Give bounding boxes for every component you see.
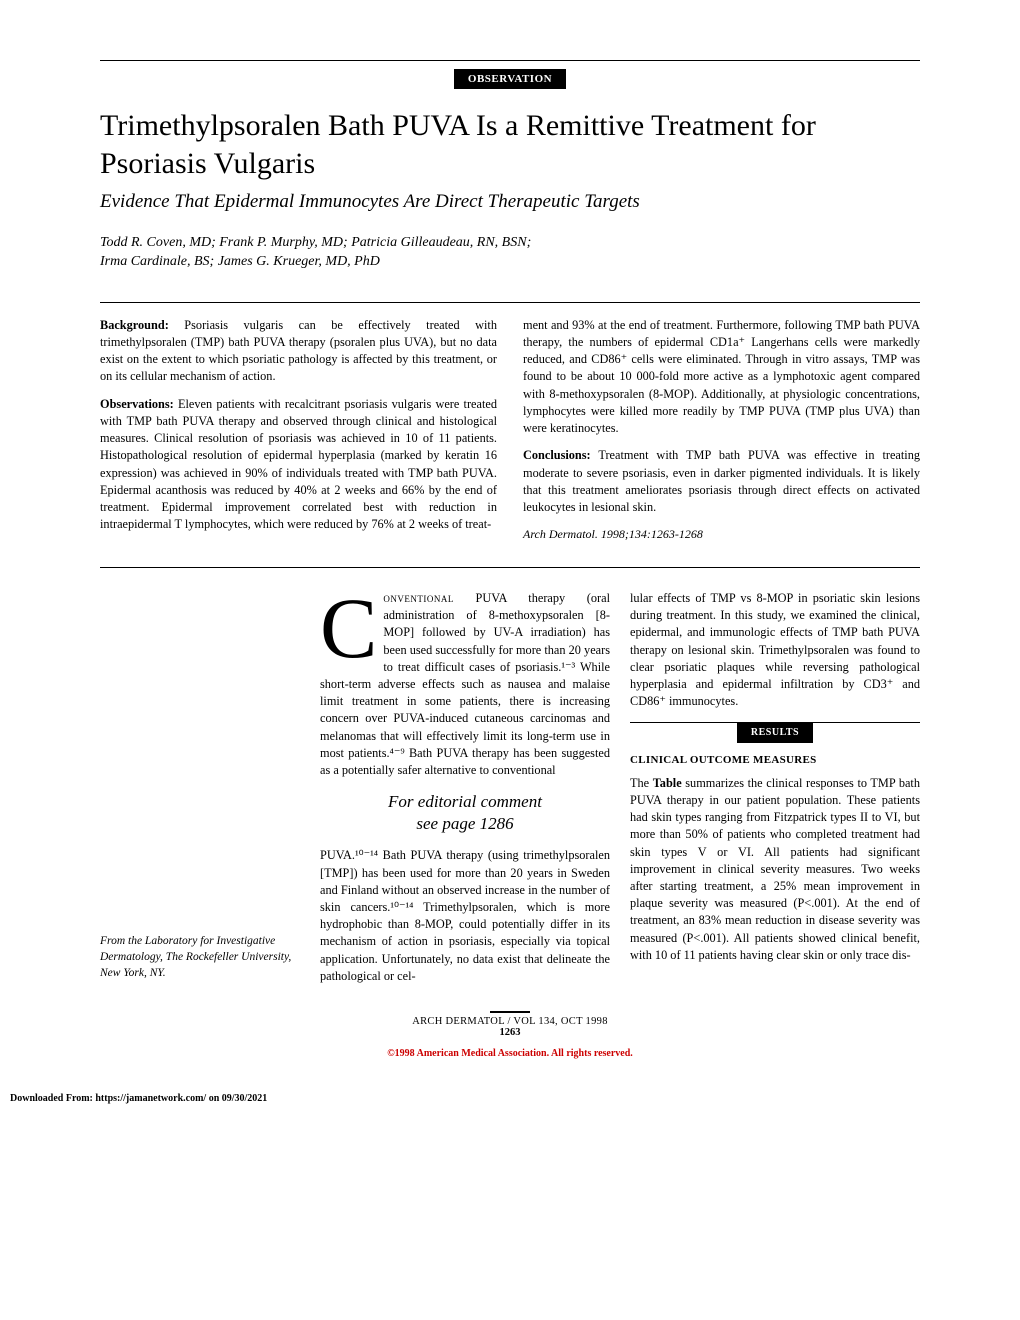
editorial-line1: For editorial comment bbox=[320, 791, 610, 813]
editorial-line2: see page 1286 bbox=[320, 813, 610, 835]
results-label: RESULTS bbox=[737, 723, 813, 743]
observations-label: Observations: bbox=[100, 397, 174, 411]
clinical-heading: CLINICAL OUTCOME MEASURES bbox=[630, 753, 920, 768]
section-label: OBSERVATION bbox=[454, 69, 566, 89]
authors-block: Todd R. Coven, MD; Frank P. Murphy, MD; … bbox=[100, 233, 920, 272]
footer-journal: ARCH DERMATOL / VOL 134, OCT 1998 bbox=[100, 1016, 920, 1027]
editorial-note: For editorial comment see page 1286 bbox=[320, 791, 610, 835]
copyright-notice: ©1998 American Medical Association. All … bbox=[100, 1048, 920, 1059]
body-para-2: PUVA.¹⁰⁻¹⁴ Bath PUVA therapy (using trim… bbox=[320, 847, 610, 985]
body-para-right1: lular effects of TMP vs 8-MOP in psoriat… bbox=[630, 590, 920, 710]
results-label-wrap: RESULTS bbox=[630, 722, 920, 743]
abstract-continuation: ment and 93% at the end of treatment. Fu… bbox=[523, 317, 920, 437]
page-footer: ARCH DERMATOL / VOL 134, OCT 1998 1263 ©… bbox=[100, 1011, 920, 1059]
article-title: Trimethylpsoralen Bath PUVA Is a Remitti… bbox=[100, 107, 920, 182]
lead-word: onventional bbox=[383, 591, 454, 605]
abstract-col-right: ment and 93% at the end of treatment. Fu… bbox=[523, 317, 920, 553]
abstract-observations: Observations: Eleven patients with recal… bbox=[100, 396, 497, 534]
authors-line: Todd R. Coven, MD; Frank P. Murphy, MD; … bbox=[100, 233, 920, 253]
affiliation-column: From the Laboratory for Investigative De… bbox=[100, 590, 300, 985]
journal-page: OBSERVATION Trimethylpsoralen Bath PUVA … bbox=[0, 0, 1020, 1089]
conclusions-label: Conclusions: bbox=[523, 448, 591, 462]
abstract-col-left: Background: Psoriasis vulgaris can be ef… bbox=[100, 317, 497, 553]
citation: Arch Dermatol. 1998;134:1263-1268 bbox=[523, 526, 920, 543]
background-label: Background: bbox=[100, 318, 169, 332]
download-note: Downloaded From: https://jamanetwork.com… bbox=[0, 1089, 1020, 1112]
body-columns: From the Laboratory for Investigative De… bbox=[100, 590, 920, 985]
table-ref: Table bbox=[653, 776, 682, 790]
para2b: summarizes the clinical responses to TMP… bbox=[630, 776, 920, 962]
body-center-column: Conventional PUVA therapy (oral administ… bbox=[320, 590, 610, 985]
abstract-conclusions: Conclusions: Treatment with TMP bath PUV… bbox=[523, 447, 920, 516]
section-label-wrap: OBSERVATION bbox=[100, 60, 920, 89]
article-subtitle: Evidence That Epidermal Immunocytes Are … bbox=[100, 190, 920, 215]
para2a: The bbox=[630, 776, 653, 790]
affiliation-text: From the Laboratory for Investigative De… bbox=[100, 933, 300, 981]
observations-text: Eleven patients with recalcitrant psoria… bbox=[100, 397, 497, 531]
body-para-1: Conventional PUVA therapy (oral administ… bbox=[320, 590, 610, 779]
footer-rule bbox=[490, 1011, 530, 1013]
body-right-column: lular effects of TMP vs 8-MOP in psoriat… bbox=[630, 590, 920, 985]
abstract-background: Background: Psoriasis vulgaris can be ef… bbox=[100, 317, 497, 386]
footer-pagenum: 1263 bbox=[100, 1027, 920, 1038]
body-para-right2: The Table summarizes the clinical respon… bbox=[630, 775, 920, 964]
dropcap: C bbox=[320, 590, 383, 660]
rule-top bbox=[100, 60, 920, 61]
authors-line: Irma Cardinale, BS; James G. Krueger, MD… bbox=[100, 252, 920, 272]
abstract-box: Background: Psoriasis vulgaris can be ef… bbox=[100, 302, 920, 568]
